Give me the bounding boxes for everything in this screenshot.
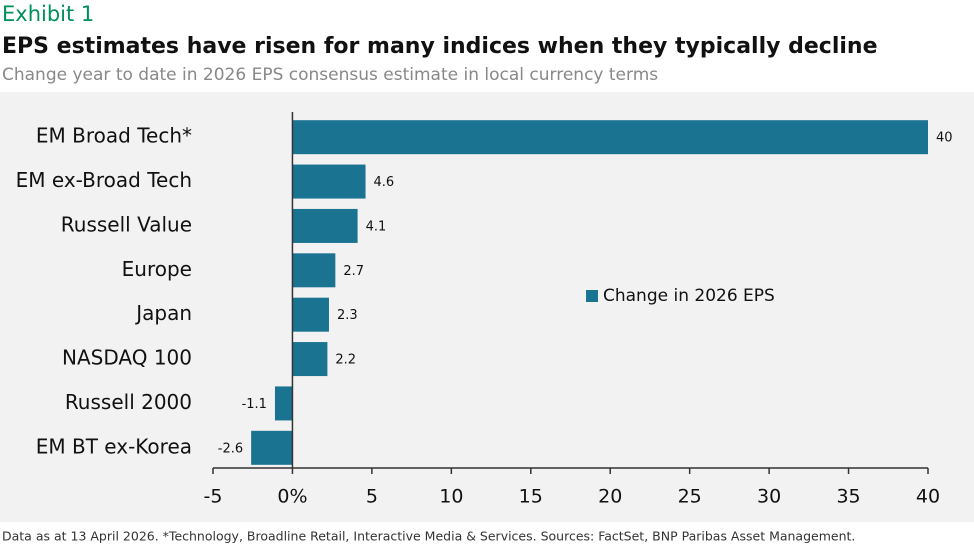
bar [251,430,293,465]
data-label: 40 [936,131,953,146]
y-tick-label: Russell Value [61,212,192,236]
footnote: Data as at 13 April 2026. *Technology, B… [2,529,855,544]
y-tick-label: Russell 2000 [65,390,192,414]
data-label: 2.2 [335,353,356,368]
data-label: 2.7 [343,264,364,279]
y-tick-label: EM ex-Broad Tech [16,168,192,192]
x-tick-label: 20 [598,486,622,508]
x-tick-label: 30 [757,486,781,508]
x-tick-label: 40 [916,486,940,508]
x-tick-label: -5 [204,486,223,508]
x-tick-label: 25 [678,486,702,508]
bar [292,164,366,199]
y-tick-label: EM BT ex-Korea [36,434,192,458]
data-label: 4.1 [366,219,387,234]
x-tick-label: 10 [439,486,463,508]
y-tick-label: NASDAQ 100 [62,346,192,370]
chart-title: EPS estimates have risen for many indice… [2,34,878,59]
data-label: 4.6 [374,175,395,190]
bar [292,297,329,332]
y-tick-label: Japan [134,301,192,325]
x-tick-label: 35 [836,486,860,508]
x-tick-label: 0% [277,486,307,508]
x-tick-label: 5 [366,486,378,508]
y-tick-label: EM Broad Tech* [36,124,192,148]
data-label: 2.3 [337,308,358,323]
x-tick-label: 15 [519,486,543,508]
exhibit-label: Exhibit 1 [2,2,94,26]
y-tick-label: Europe [122,257,192,281]
bar [292,208,358,243]
legend-label: Change in 2026 EPS [603,286,775,306]
plot-background [0,92,974,522]
chart-subtitle: Change year to date in 2026 EPS consensu… [2,65,658,85]
bar [292,253,336,288]
data-label: -1.1 [242,397,267,412]
legend-swatch [586,290,598,302]
bar [292,120,928,155]
data-label: -2.6 [218,441,243,456]
bar [274,386,293,421]
bar [292,342,328,377]
